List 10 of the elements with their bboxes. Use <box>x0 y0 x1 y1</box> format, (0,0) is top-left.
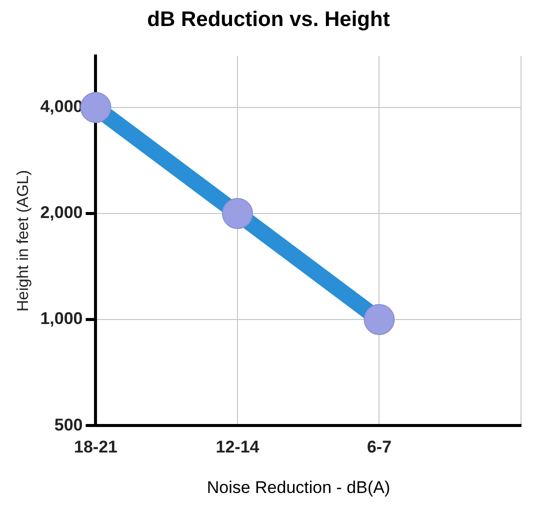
x-tick-label: 6-7 <box>366 437 392 456</box>
x-axis-title: Noise Reduction - dB(A) <box>206 478 392 498</box>
chart-title: dB Reduction vs. Height <box>146 8 391 32</box>
y-tick-label: 4,000 <box>40 97 83 116</box>
y-tick-label: 2,000 <box>40 203 83 222</box>
y-tick-label: 500 <box>54 415 83 434</box>
x-tick-label: 12-14 <box>216 437 260 456</box>
x-tick-label: 18-21 <box>74 437 118 456</box>
y-axis-title: Height in feet (AGL) <box>15 170 32 312</box>
y-tick-label: 1,000 <box>40 309 83 328</box>
